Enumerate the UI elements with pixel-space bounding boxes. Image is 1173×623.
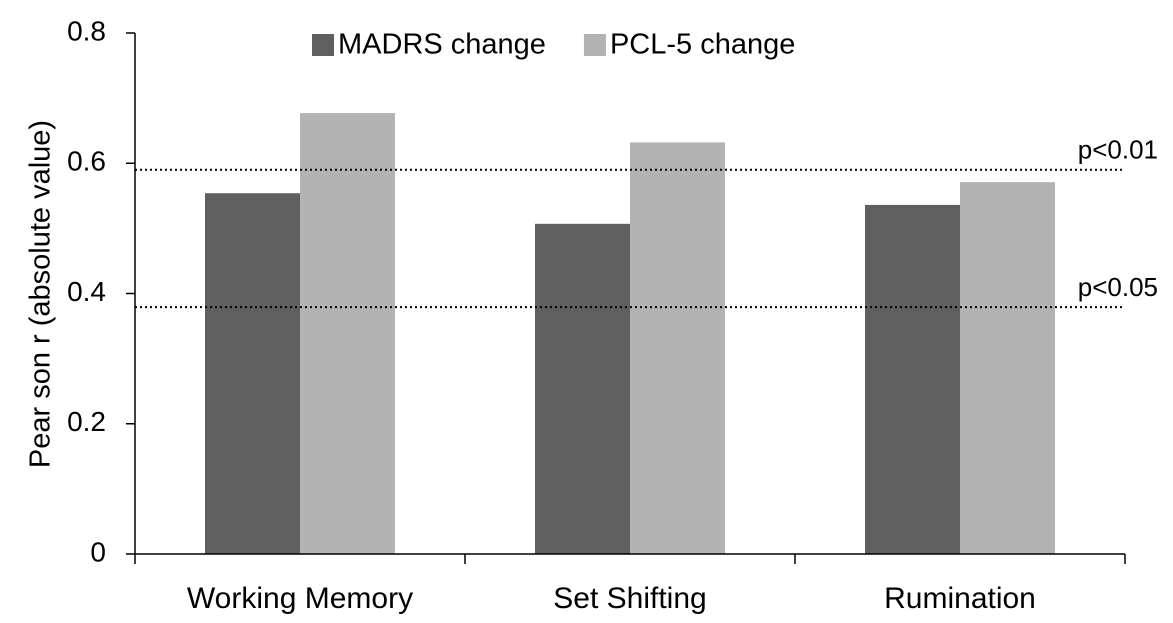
bar (960, 182, 1055, 555)
bar (205, 193, 300, 554)
reference-label: p<0.01 (1078, 135, 1158, 165)
legend-label: MADRS change (338, 29, 546, 61)
bar (630, 142, 725, 554)
bar (300, 113, 395, 554)
y-tick-label: 0.4 (67, 276, 106, 307)
y-axis-title: Pear son r (absolute value) (25, 120, 57, 468)
legend-swatch (312, 34, 334, 56)
x-tick-label: Rumination (884, 582, 1036, 615)
y-tick-label: 0.6 (67, 146, 106, 177)
y-tick-label: 0 (90, 536, 106, 567)
bar (535, 223, 630, 554)
legend-swatch (583, 34, 606, 56)
bar (865, 204, 960, 554)
y-tick-label: 0.8 (67, 15, 106, 46)
x-tick-label: Set Shifting (553, 582, 706, 615)
legend-label: PCL-5 change (610, 29, 795, 61)
y-tick-label: 0.2 (67, 406, 106, 437)
x-tick-label: Working Memory (187, 582, 413, 615)
reference-label: p<0.05 (1078, 272, 1158, 302)
